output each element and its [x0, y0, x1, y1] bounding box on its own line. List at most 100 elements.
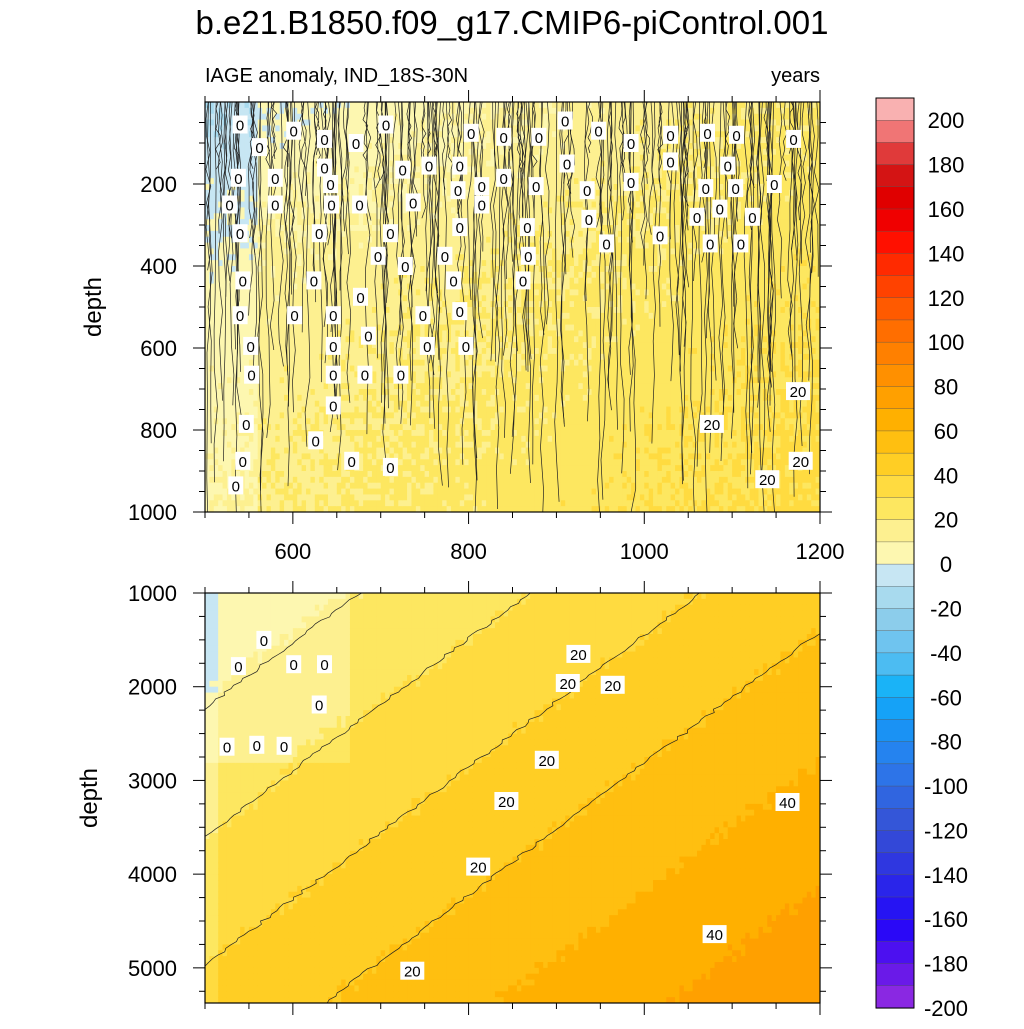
contour-label: 0: [317, 130, 332, 149]
x-tick-label: 1200: [796, 539, 845, 564]
contour-label: 0: [690, 208, 705, 227]
colorbar-label: 160: [928, 197, 965, 222]
y-tick-label: 600: [140, 336, 177, 361]
contour-label: 0: [256, 631, 271, 650]
contour-label: 0: [767, 175, 782, 194]
contour-label: 0: [745, 208, 760, 227]
contour-label: 0: [252, 138, 267, 157]
contour-label: 20: [535, 751, 559, 770]
colorbar-swatch: [876, 808, 914, 831]
contour-label: 0: [235, 271, 250, 290]
colorbar-label: -60: [930, 685, 962, 710]
colorbar-swatch: [876, 542, 914, 565]
contour-label: 0: [580, 181, 595, 200]
colorbar-swatch: [876, 165, 914, 188]
contour-label: 20: [400, 962, 424, 981]
contour-label: 0: [729, 126, 744, 145]
contour-label: 0: [308, 431, 323, 450]
colorbar-swatch: [876, 342, 914, 365]
contour-label: 0: [398, 257, 413, 276]
colorbar-swatch: [876, 897, 914, 920]
contour-label: 0: [451, 181, 466, 200]
colorbar-swatch: [876, 253, 914, 276]
colorbar-label: 0: [940, 552, 952, 577]
contour-label: 0: [437, 247, 452, 266]
y-tick-label: 5000: [128, 956, 177, 981]
colorbar-swatch: [876, 276, 914, 299]
contour-label: 40: [703, 925, 727, 944]
colorbar-label: 100: [928, 330, 965, 355]
contour-label: 0: [624, 134, 639, 153]
contour-label: 0: [786, 130, 801, 149]
y-axis-title: depth: [76, 768, 103, 828]
panel-left-label: IAGE anomaly, IND_18S-30N: [205, 65, 468, 87]
contour-label: 0: [464, 124, 479, 143]
contour-label: 0: [516, 271, 531, 290]
contour-label: 0: [233, 224, 248, 243]
figure-title: b.e21.B1850.f09_g17.CMIP6-piControl.001: [0, 4, 1024, 42]
colorbar-swatch: [876, 209, 914, 232]
contour-label: 0: [712, 200, 727, 219]
colorbar-label: -200: [924, 996, 968, 1021]
contour-label: 0: [383, 458, 398, 477]
contour-label: 0: [581, 210, 596, 229]
colorbar-swatch: [876, 364, 914, 387]
colorbar-label: -40: [930, 641, 962, 666]
contour-label: 0: [312, 224, 327, 243]
contour-label: 0: [599, 234, 614, 253]
colorbar-swatch: [876, 475, 914, 498]
contour-label: 0: [222, 196, 237, 215]
colorbar-swatch: [876, 608, 914, 631]
contour-label: 0: [317, 655, 332, 674]
contour-label: 0: [312, 696, 327, 715]
colorbar-swatch: [876, 498, 914, 521]
contour-label: 0: [353, 288, 368, 307]
contour-label: 0: [733, 234, 748, 253]
contour-label: 0: [700, 124, 715, 143]
contour-label: 0: [474, 177, 489, 196]
contour-label: 0: [663, 126, 678, 145]
contour-label: 0: [496, 169, 511, 188]
contour-label: 0: [560, 155, 575, 174]
colorbar-label: -100: [924, 774, 968, 799]
colorbar-label: 80: [934, 375, 958, 400]
colorbar-label: 200: [928, 108, 965, 133]
contour-label: 0: [349, 134, 364, 153]
contour-label: 20: [494, 792, 518, 811]
colorbar-swatch: [876, 631, 914, 654]
panel-right-label: years: [771, 65, 820, 87]
contour-label: 20: [556, 674, 580, 693]
contour-label: 0: [591, 122, 606, 141]
y-tick-label: 4000: [128, 862, 177, 887]
colorbar-swatch: [876, 586, 914, 609]
colorbar-label: -20: [930, 596, 962, 621]
contour-label: 0: [326, 366, 341, 385]
colorbar-swatch: [876, 697, 914, 720]
contour-label: 0: [228, 476, 243, 495]
colorbar-label: -180: [924, 952, 968, 977]
contour-label: 0: [361, 327, 376, 346]
colorbar-swatch: [876, 719, 914, 742]
y-tick-label: 1000: [128, 581, 177, 606]
contour-label: 0: [663, 152, 678, 171]
contour-label: 0: [233, 116, 248, 135]
contour-label: 0: [326, 396, 341, 415]
colorbar-swatch: [876, 387, 914, 410]
contour-label: 0: [249, 736, 264, 755]
x-tick-label: 800: [450, 539, 487, 564]
contour-label: 0: [406, 193, 421, 212]
contour-label: 0: [231, 657, 246, 676]
contour-label: 0: [317, 159, 332, 178]
contour-label: 0: [243, 337, 258, 356]
colorbar-swatch: [876, 964, 914, 987]
colorbar-label: -140: [924, 863, 968, 888]
contour-label: 0: [521, 247, 536, 266]
contour-label: 20: [786, 382, 810, 401]
contour-label: 0: [371, 247, 386, 266]
colorbar-label: 120: [928, 286, 965, 311]
contour-label: 0: [323, 175, 338, 194]
contour-label: 0: [720, 157, 735, 176]
contour-label: 0: [458, 337, 473, 356]
